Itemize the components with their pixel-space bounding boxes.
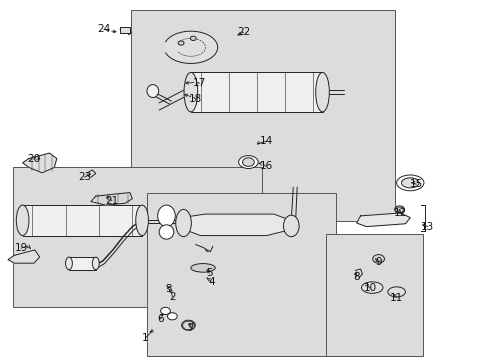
Text: 19: 19 <box>15 243 28 253</box>
Text: 8: 8 <box>353 272 359 282</box>
Text: 2: 2 <box>169 292 175 302</box>
Text: 9: 9 <box>374 257 381 267</box>
Ellipse shape <box>283 215 299 237</box>
Text: 12: 12 <box>393 208 407 218</box>
Text: 3: 3 <box>165 284 172 294</box>
Ellipse shape <box>401 178 418 188</box>
Ellipse shape <box>158 205 175 226</box>
Polygon shape <box>22 153 57 173</box>
Ellipse shape <box>147 85 158 98</box>
Polygon shape <box>8 250 40 263</box>
Ellipse shape <box>387 287 405 297</box>
Bar <box>69 257 96 270</box>
Polygon shape <box>165 31 217 63</box>
Ellipse shape <box>181 320 195 330</box>
FancyArrowPatch shape <box>205 250 208 252</box>
Bar <box>120 27 130 33</box>
Ellipse shape <box>178 41 183 45</box>
Ellipse shape <box>160 307 170 315</box>
Bar <box>22 205 142 235</box>
Text: 21: 21 <box>105 196 118 206</box>
Bar <box>131 10 394 221</box>
Text: 11: 11 <box>389 293 403 303</box>
Text: 7: 7 <box>187 323 194 333</box>
Polygon shape <box>181 214 293 235</box>
Text: 4: 4 <box>207 277 214 287</box>
Bar <box>13 167 261 307</box>
Ellipse shape <box>65 257 72 270</box>
Text: 13: 13 <box>420 222 433 231</box>
Ellipse shape <box>159 225 173 239</box>
Ellipse shape <box>190 36 196 41</box>
Text: 1: 1 <box>142 333 148 343</box>
Bar <box>190 72 322 112</box>
Text: 22: 22 <box>236 27 250 37</box>
Ellipse shape <box>190 264 215 272</box>
Text: 23: 23 <box>78 172 91 182</box>
Ellipse shape <box>16 205 29 235</box>
Text: 14: 14 <box>259 136 272 146</box>
Bar <box>147 193 335 356</box>
Text: 20: 20 <box>27 154 41 164</box>
Bar <box>326 234 422 356</box>
Ellipse shape <box>175 210 191 237</box>
Text: 16: 16 <box>259 161 272 171</box>
Ellipse shape <box>92 257 99 270</box>
Ellipse shape <box>396 175 423 191</box>
Ellipse shape <box>372 255 384 263</box>
Polygon shape <box>91 193 132 205</box>
Text: 15: 15 <box>408 179 422 189</box>
Ellipse shape <box>315 72 329 112</box>
Ellipse shape <box>136 205 148 235</box>
Ellipse shape <box>238 156 258 168</box>
Text: 10: 10 <box>363 283 376 293</box>
Ellipse shape <box>242 158 254 166</box>
Ellipse shape <box>361 282 382 293</box>
Ellipse shape <box>394 206 404 213</box>
Text: 18: 18 <box>189 94 202 104</box>
Ellipse shape <box>183 72 197 112</box>
Ellipse shape <box>167 313 177 320</box>
Text: 6: 6 <box>157 314 163 324</box>
Text: 17: 17 <box>193 78 206 88</box>
Text: 24: 24 <box>97 24 110 35</box>
Polygon shape <box>356 213 409 226</box>
Text: 5: 5 <box>205 268 212 278</box>
